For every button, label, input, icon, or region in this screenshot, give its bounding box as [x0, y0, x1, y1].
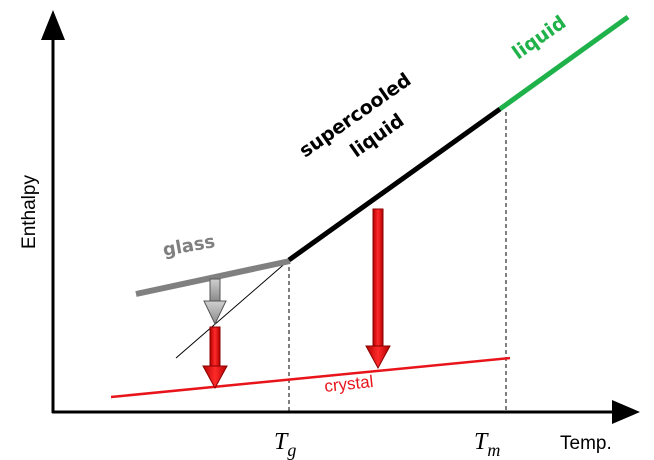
- glass-crystallization-arrow: [202, 326, 228, 390]
- y-axis-label: Enthalpy: [19, 175, 40, 249]
- tm-subscript: m: [487, 440, 500, 460]
- supercooled-crystallization-arrow: [365, 208, 391, 370]
- glass-relaxation-arrow: [203, 278, 227, 326]
- x-axis-label: Temp.: [560, 433, 612, 454]
- crystal-line: [110, 356, 511, 399]
- tg-subscript: g: [287, 440, 296, 460]
- glass-line: [135, 258, 291, 297]
- tg-label: Tg: [274, 429, 296, 460]
- supercooled-liquid-line: [287, 106, 502, 263]
- supercooled-extrapolation: [175, 259, 290, 359]
- crystal-label: crystal: [323, 372, 374, 396]
- glass-label: glass: [161, 231, 216, 261]
- tg-symbol: T: [274, 429, 289, 455]
- tm-label: Tm: [474, 429, 500, 460]
- y-axis-arrowhead: [41, 10, 65, 40]
- liquid-line: [498, 14, 630, 112]
- x-axis-arrowhead: [612, 400, 640, 424]
- liquid-label: liquid: [508, 12, 570, 65]
- tm-symbol: T: [474, 429, 489, 455]
